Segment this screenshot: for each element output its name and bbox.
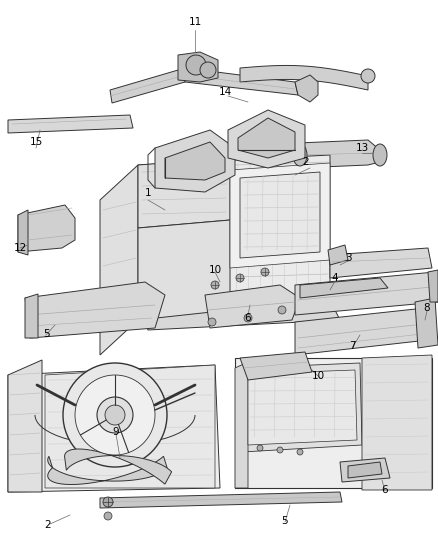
Text: 2: 2: [303, 157, 309, 167]
Circle shape: [103, 497, 113, 507]
Polygon shape: [348, 462, 382, 478]
Ellipse shape: [293, 144, 307, 166]
Polygon shape: [185, 68, 298, 95]
Polygon shape: [235, 358, 432, 488]
Polygon shape: [230, 163, 330, 268]
Polygon shape: [328, 245, 348, 265]
Polygon shape: [240, 352, 312, 380]
Polygon shape: [295, 308, 428, 355]
Polygon shape: [45, 365, 215, 488]
Polygon shape: [178, 52, 218, 82]
Text: 14: 14: [219, 87, 232, 97]
Polygon shape: [100, 165, 138, 355]
Polygon shape: [295, 75, 318, 102]
Circle shape: [200, 62, 216, 78]
Polygon shape: [138, 158, 230, 228]
Circle shape: [104, 512, 112, 520]
Text: 3: 3: [345, 253, 351, 263]
Polygon shape: [228, 110, 305, 168]
Circle shape: [261, 268, 269, 276]
Polygon shape: [428, 270, 438, 302]
Text: 15: 15: [29, 137, 42, 147]
Polygon shape: [18, 210, 28, 255]
Polygon shape: [340, 458, 390, 482]
Circle shape: [278, 306, 286, 314]
Text: 10: 10: [208, 265, 222, 275]
Circle shape: [208, 318, 216, 326]
Polygon shape: [330, 248, 432, 278]
Text: 11: 11: [188, 17, 201, 27]
Polygon shape: [240, 66, 368, 90]
Polygon shape: [8, 365, 220, 492]
Polygon shape: [235, 362, 248, 488]
Circle shape: [75, 375, 155, 455]
Polygon shape: [240, 172, 320, 258]
Polygon shape: [242, 363, 362, 452]
Text: 6: 6: [381, 485, 389, 495]
Polygon shape: [300, 278, 388, 298]
Polygon shape: [8, 115, 133, 133]
Text: 13: 13: [355, 143, 369, 153]
Polygon shape: [362, 355, 432, 490]
Text: 5: 5: [42, 329, 49, 339]
Circle shape: [186, 55, 206, 75]
Circle shape: [257, 445, 263, 451]
Polygon shape: [248, 370, 357, 445]
Polygon shape: [295, 272, 438, 315]
Text: 12: 12: [14, 243, 27, 253]
Text: 5: 5: [282, 516, 288, 526]
Text: 1: 1: [145, 188, 151, 198]
Polygon shape: [138, 155, 330, 320]
Polygon shape: [8, 360, 42, 492]
Circle shape: [277, 447, 283, 453]
Polygon shape: [165, 142, 225, 180]
Polygon shape: [100, 492, 342, 508]
Polygon shape: [25, 294, 38, 338]
Polygon shape: [238, 118, 295, 158]
Text: 2: 2: [45, 520, 51, 530]
Polygon shape: [110, 68, 185, 103]
Circle shape: [244, 314, 252, 322]
Text: 7: 7: [349, 341, 355, 351]
Circle shape: [97, 397, 133, 433]
Text: 10: 10: [311, 371, 325, 381]
Polygon shape: [298, 140, 380, 168]
Polygon shape: [205, 285, 300, 328]
Circle shape: [211, 281, 219, 289]
Text: 9: 9: [113, 427, 119, 437]
Polygon shape: [48, 456, 167, 484]
Circle shape: [361, 69, 375, 83]
Ellipse shape: [373, 144, 387, 166]
Circle shape: [63, 363, 167, 467]
Text: 8: 8: [424, 303, 430, 313]
Text: 4: 4: [332, 273, 338, 283]
Polygon shape: [138, 220, 230, 320]
Polygon shape: [25, 282, 165, 338]
Circle shape: [105, 405, 125, 425]
Polygon shape: [155, 130, 235, 192]
Polygon shape: [64, 449, 172, 484]
Text: 6: 6: [245, 313, 251, 323]
Polygon shape: [18, 205, 75, 252]
Circle shape: [236, 274, 244, 282]
Polygon shape: [415, 298, 438, 348]
Polygon shape: [138, 300, 340, 330]
Circle shape: [297, 449, 303, 455]
